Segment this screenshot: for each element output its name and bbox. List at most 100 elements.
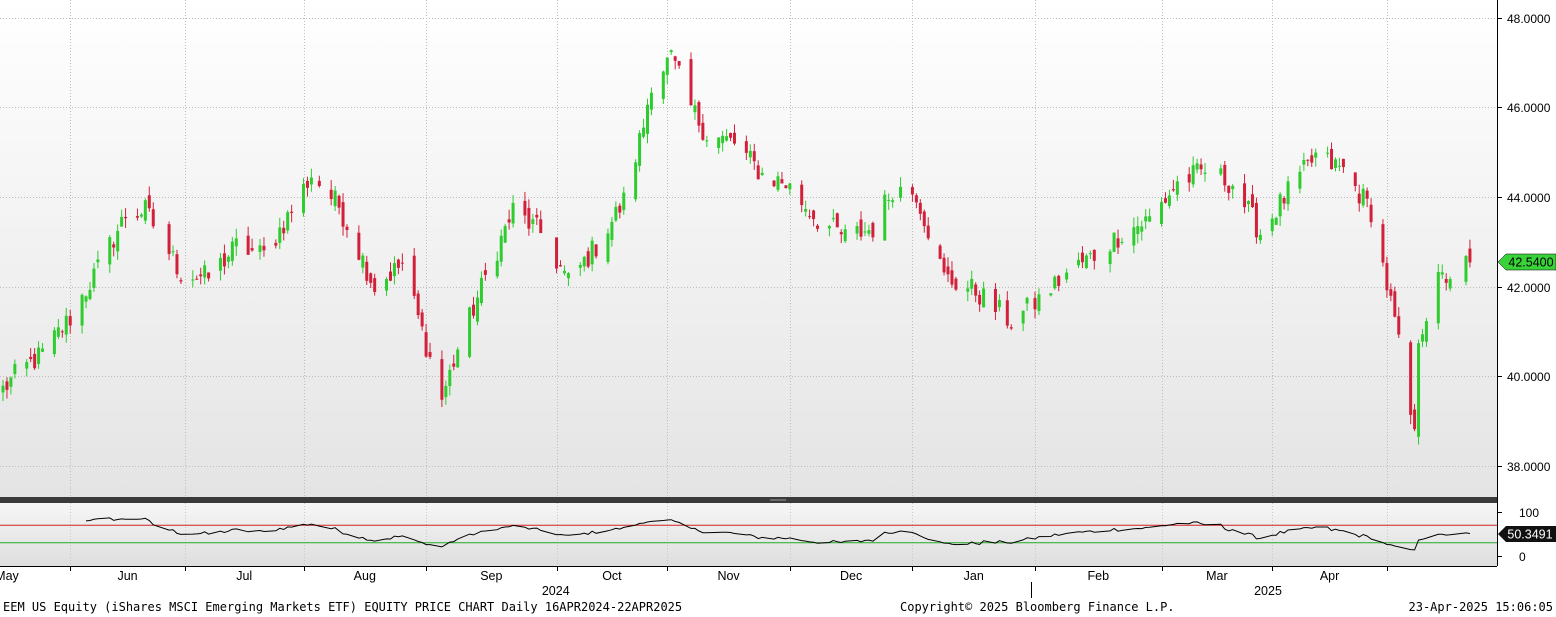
candle-body: [1243, 183, 1247, 208]
candle-body: [1393, 291, 1397, 317]
candle-body: [661, 71, 665, 99]
candle-body: [693, 105, 697, 113]
candle-body: [1053, 276, 1057, 289]
candle-body: [345, 226, 349, 230]
candle-body: [780, 179, 784, 184]
candle-body: [333, 190, 337, 207]
candle-body: [1302, 159, 1306, 165]
grid: [0, 0, 1497, 566]
month-label: Jan: [964, 569, 984, 583]
candle-body: [1341, 158, 1345, 168]
candle-body: [151, 209, 155, 227]
candle-body: [701, 122, 705, 140]
candle-body: [1330, 148, 1334, 170]
rsi-line: [85, 517, 1470, 551]
candle-body: [1409, 342, 1413, 415]
candle-body: [1278, 194, 1282, 217]
price-tick-label: 44.0000: [1507, 191, 1551, 205]
candle-body: [1120, 241, 1124, 243]
candle-body: [207, 272, 211, 279]
candle-body: [705, 140, 709, 142]
candle-body: [56, 327, 60, 337]
candle-body: [302, 184, 306, 213]
candle-body: [503, 225, 507, 243]
candle-body: [804, 209, 808, 212]
candle-body: [748, 150, 752, 158]
month-label: Oct: [602, 569, 622, 583]
candle-body: [483, 270, 487, 275]
candle-body: [610, 221, 614, 240]
candle-body: [784, 185, 788, 188]
candle-body: [1389, 289, 1393, 296]
candle-body: [1021, 310, 1025, 324]
candle-body: [373, 278, 377, 292]
candle-body: [954, 278, 958, 290]
candle-body: [1136, 226, 1140, 234]
candle-body: [143, 200, 147, 221]
candle-body: [60, 331, 64, 333]
candle-body: [1167, 195, 1171, 206]
candle-body: [64, 315, 68, 335]
candle-body: [175, 254, 179, 275]
candle-body: [590, 240, 594, 265]
candle-body: [1381, 224, 1385, 263]
candle-body: [594, 244, 598, 257]
candle-body: [317, 180, 321, 187]
candle-body: [479, 277, 483, 304]
month-label: Feb: [1087, 569, 1109, 583]
candle-body: [978, 294, 982, 305]
month-label: Aug: [354, 569, 376, 583]
candle-body: [539, 219, 543, 234]
candle-body: [37, 347, 41, 365]
candle-body: [468, 307, 472, 357]
candle-body: [171, 251, 175, 253]
candle-body: [891, 200, 895, 203]
candle-body: [1440, 272, 1444, 275]
candle-body: [677, 61, 681, 66]
footer-copyright: Copyright© 2025 Bloomberg Finance L.P.: [900, 600, 1175, 614]
candle-body: [278, 227, 282, 243]
candle-body: [80, 294, 84, 326]
candle-body: [1112, 232, 1116, 252]
candle-body: [448, 369, 452, 386]
month-label: Nov: [717, 569, 740, 583]
candle-body: [756, 165, 760, 180]
panel-divider[interactable]: [0, 497, 1497, 503]
candle-body: [835, 213, 839, 228]
candle-body: [1140, 226, 1144, 232]
candle-body: [827, 226, 831, 229]
candle-body: [950, 270, 954, 285]
candle-body: [1369, 204, 1373, 223]
candle-body: [1080, 252, 1084, 263]
footer-timestamp: 23-Apr-2025 15:06:05: [1408, 600, 1554, 614]
candle-body: [1199, 164, 1203, 170]
candle-body: [1424, 321, 1428, 342]
candle-body: [274, 242, 278, 246]
candle-body: [1065, 272, 1069, 280]
candle-body: [887, 199, 891, 202]
candle-body: [120, 216, 124, 227]
candle-body: [855, 226, 859, 234]
candle-body: [444, 385, 448, 398]
candle-body: [1219, 168, 1223, 175]
candle-body: [788, 183, 792, 190]
candle-body: [495, 260, 499, 277]
candle-body: [412, 255, 416, 296]
candle-body: [1076, 259, 1080, 266]
candle-body: [440, 359, 444, 400]
candle-body: [914, 195, 918, 203]
candle-body: [721, 135, 725, 144]
candle-body: [776, 176, 780, 190]
candle-body: [124, 216, 128, 219]
candle-body: [899, 186, 903, 198]
candle-body: [867, 230, 871, 234]
candle-body: [1247, 200, 1251, 205]
candle-body: [1231, 185, 1235, 190]
candle-body: [966, 288, 970, 292]
candle-body: [369, 273, 373, 283]
candle-body: [116, 230, 120, 252]
candle-body: [1306, 159, 1310, 161]
candle-body: [997, 300, 1001, 308]
candle-body: [1353, 172, 1357, 186]
candle-body: [456, 349, 460, 368]
